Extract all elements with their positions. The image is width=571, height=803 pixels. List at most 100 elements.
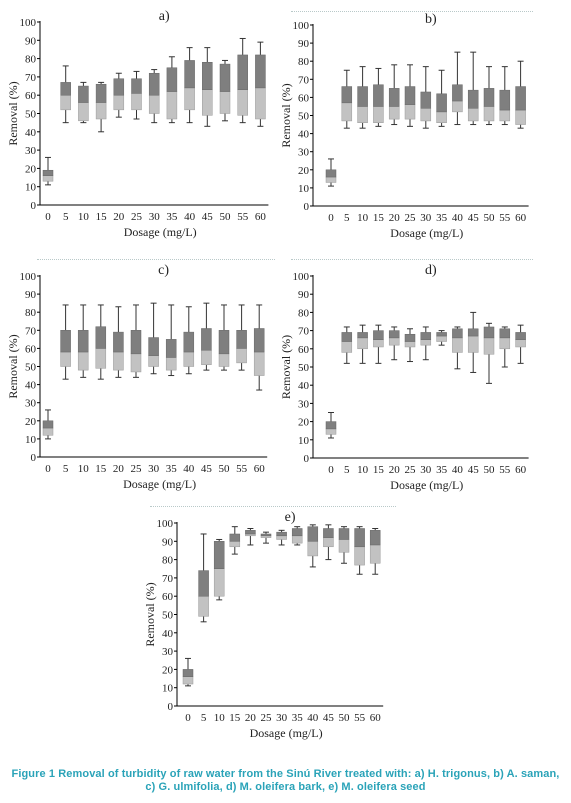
box-upper-half (131, 78, 142, 94)
x-tick-label: 60 (515, 464, 527, 476)
y-tick-label: 60 (162, 591, 174, 603)
box-upper-half (95, 83, 107, 103)
box-upper-half (148, 337, 159, 356)
x-tick-label: 25 (405, 212, 417, 224)
box-upper-half (341, 86, 353, 104)
box-upper-half (229, 533, 241, 542)
x-tick-label: 45 (468, 212, 480, 224)
box-upper-half (213, 541, 225, 569)
y-tick-label: 80 (162, 555, 174, 567)
y-tick-label: 40 (298, 129, 310, 141)
panel-label: c) (158, 263, 169, 278)
x-tick-label: 40 (184, 211, 196, 223)
separator-line (150, 506, 396, 507)
y-tick-label: 40 (162, 628, 174, 640)
box-upper-half (373, 84, 384, 107)
box-lower-half (213, 568, 225, 597)
y-tick-label: 10 (298, 183, 310, 195)
box-upper-half (452, 84, 463, 102)
y-tick-label: 30 (298, 398, 310, 410)
x-tick-label: 40 (307, 712, 319, 724)
box-upper-half (148, 72, 160, 96)
x-axis-label: Dosage (mg/L) (123, 477, 196, 491)
y-axis-label: Removal (%) (6, 334, 20, 398)
separator-line (291, 11, 533, 12)
box-upper-half (325, 169, 337, 178)
y-axis-label: Removal (%) (279, 335, 293, 399)
box-upper-half (467, 89, 479, 109)
y-tick-label: 100 (157, 518, 174, 530)
y-tick-label: 50 (162, 610, 174, 622)
x-tick-label: 20 (389, 464, 401, 476)
y-axis-label: Removal (%) (279, 83, 293, 147)
box-lower-half (198, 595, 209, 617)
x-tick-label: 20 (113, 463, 125, 475)
x-tick-label: 5 (201, 712, 207, 724)
x-tick-label: 30 (276, 712, 288, 724)
x-tick-label: 60 (370, 712, 382, 724)
y-tick-label: 100 (293, 20, 310, 32)
panel-label: d) (425, 263, 437, 278)
x-tick-label: 5 (63, 463, 69, 475)
x-tick-label: 0 (45, 211, 51, 223)
box-lower-half (182, 676, 194, 685)
x-tick-label: 50 (219, 463, 231, 475)
x-tick-label: 45 (468, 464, 480, 476)
box-lower-half (369, 544, 381, 564)
x-tick-label: 30 (148, 463, 160, 475)
x-tick-label: 0 (328, 464, 334, 476)
y-tick-label: 10 (25, 434, 37, 446)
box-upper-half (237, 54, 248, 90)
box-lower-half (229, 541, 241, 548)
y-axis-label: Removal (%) (6, 81, 20, 145)
x-tick-label: 35 (436, 464, 448, 476)
box-upper-half (323, 528, 334, 538)
box-upper-half (166, 67, 178, 92)
x-tick-label: 35 (436, 212, 448, 224)
y-tick-label: 100 (293, 271, 310, 283)
box-upper-half (253, 328, 265, 353)
x-tick-label: 50 (220, 211, 232, 223)
x-tick-label: 25 (405, 464, 417, 476)
box-upper-half (499, 328, 511, 339)
y-tick-label: 50 (25, 109, 37, 121)
box-upper-half (515, 332, 526, 340)
x-tick-label: 55 (237, 211, 249, 223)
x-axis-label: Dosage (mg/L) (390, 226, 463, 240)
x-tick-label: 30 (149, 211, 161, 223)
x-tick-label: 60 (255, 211, 267, 223)
y-tick-label: 30 (25, 398, 37, 410)
x-tick-label: 55 (354, 712, 366, 724)
x-tick-label: 40 (452, 464, 464, 476)
box-upper-half (60, 330, 71, 353)
y-tick-label: 0 (304, 201, 310, 213)
box-upper-half (515, 86, 526, 111)
box-upper-half (183, 331, 195, 353)
y-tick-label: 10 (298, 435, 310, 447)
box-upper-half (113, 78, 125, 96)
x-tick-label: 0 (185, 712, 191, 724)
x-tick-label: 10 (357, 464, 369, 476)
y-tick-label: 20 (25, 416, 37, 428)
box-upper-half (373, 330, 384, 340)
y-tick-label: 60 (298, 92, 310, 104)
x-tick-label: 15 (373, 464, 385, 476)
x-tick-label: 40 (183, 463, 195, 475)
box-upper-half (60, 82, 71, 96)
y-tick-label: 40 (298, 380, 310, 392)
panel-label: e) (285, 510, 296, 525)
x-axis-label: Dosage (mg/L) (250, 726, 323, 740)
box-upper-half (369, 530, 381, 546)
box-lower-half (260, 535, 272, 538)
y-tick-label: 10 (25, 182, 37, 194)
x-tick-label: 50 (339, 712, 351, 724)
x-tick-label: 5 (344, 464, 350, 476)
box-upper-half (77, 330, 89, 353)
box-upper-half (291, 528, 303, 537)
box-lower-half (291, 535, 303, 544)
box-upper-half (113, 331, 124, 353)
y-tick-label: 80 (25, 307, 37, 319)
box-lower-half (245, 533, 256, 537)
